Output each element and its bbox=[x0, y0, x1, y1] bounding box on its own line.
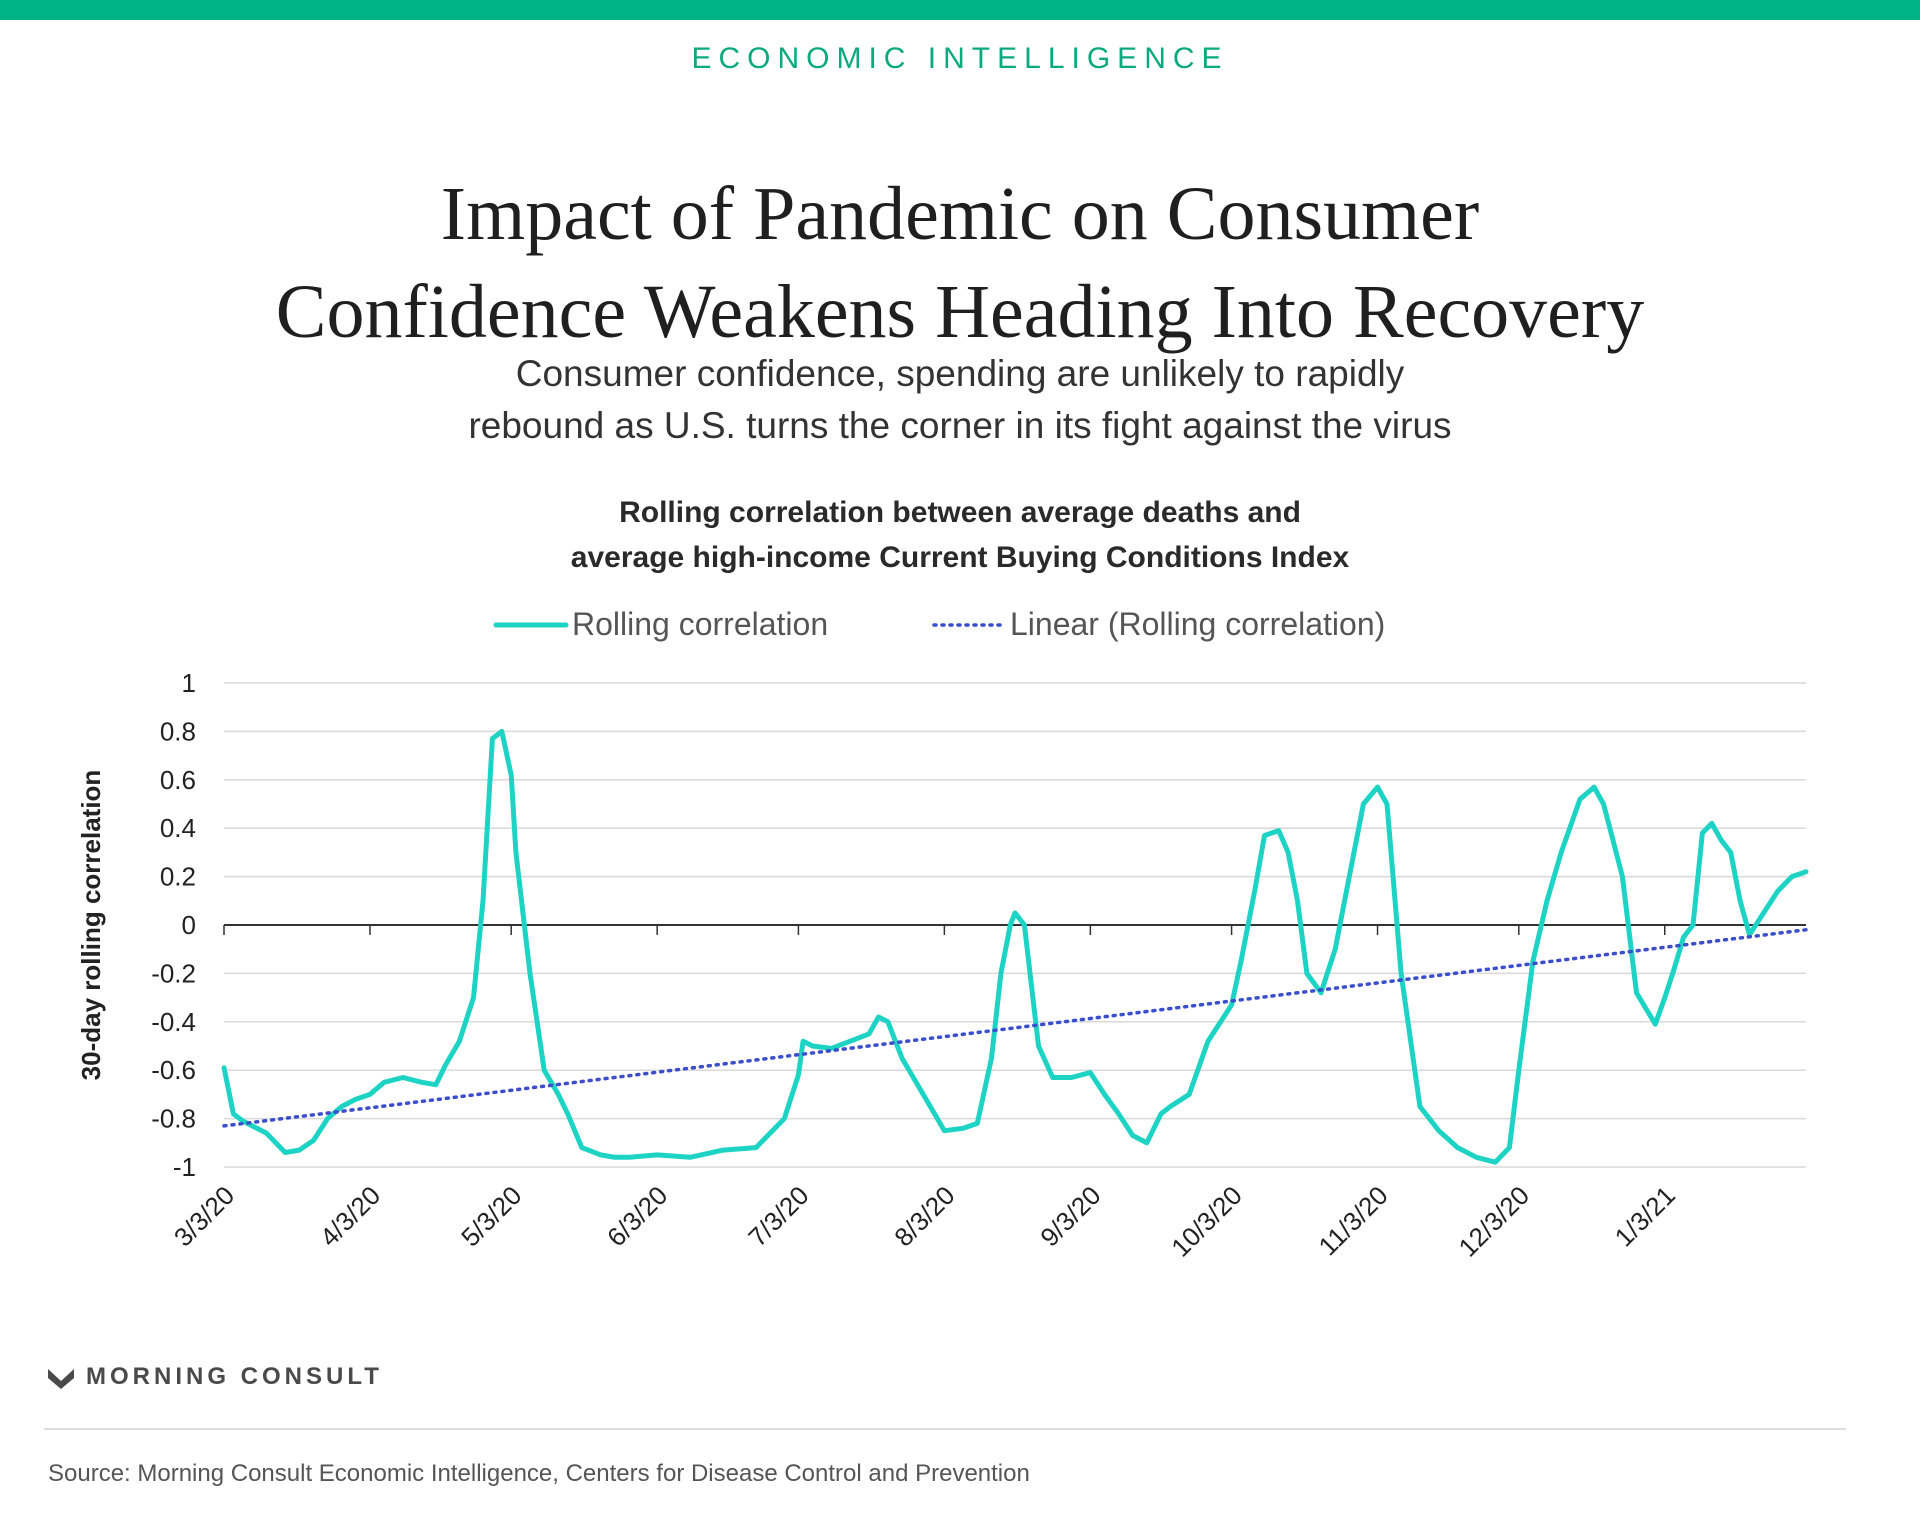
page-subtitle-line-2: rebound as U.S. turns the corner in its … bbox=[468, 405, 1452, 446]
y-axis-label: 30-day rolling correlation bbox=[76, 770, 106, 1081]
x-tick-label: 4/3/20 bbox=[314, 1180, 386, 1252]
y-tick-label: 0.2 bbox=[160, 862, 196, 892]
x-tick-label: 5/3/20 bbox=[455, 1180, 527, 1252]
line-chart: 1 0.8 0.6 0.4 0.2 0 -0.2 -0.4 -0.6 -0.8 -1 30-day r… bbox=[76, 606, 1809, 1263]
chart-title: Rolling correlation between average deat… bbox=[360, 490, 1560, 580]
y-tick-label: 0 bbox=[182, 910, 196, 940]
page-title: Impact of Pandemic on Consumer Confidenc… bbox=[160, 165, 1760, 361]
m-chevron-icon bbox=[48, 1369, 74, 1389]
page-title-line-1: Impact of Pandemic on Consumer bbox=[440, 172, 1480, 256]
legend-label: Linear (Rolling correlation) bbox=[1010, 606, 1385, 642]
y-tick-label: -0.4 bbox=[151, 1007, 196, 1037]
x-tick-label: 7/3/20 bbox=[742, 1180, 814, 1252]
x-tick-label: 10/3/20 bbox=[1165, 1180, 1248, 1263]
x-tick-label: 1/3/21 bbox=[1609, 1180, 1681, 1252]
footer-divider bbox=[44, 1428, 1846, 1430]
x-tick-label: 3/3/20 bbox=[168, 1180, 240, 1252]
y-tick-label: 1 bbox=[182, 668, 196, 698]
y-tick-label: 0.8 bbox=[160, 716, 196, 746]
chart-title-line-2: average high-income Current Buying Condi… bbox=[570, 541, 1350, 574]
x-tick-label: 9/3/20 bbox=[1034, 1180, 1106, 1252]
y-tick-label: -0.2 bbox=[151, 958, 196, 988]
y-tick-label: -0.8 bbox=[151, 1104, 196, 1134]
x-tick-label: 12/3/20 bbox=[1452, 1180, 1535, 1263]
x-tick-label: 8/3/20 bbox=[888, 1180, 960, 1252]
brand-heading: ECONOMIC INTELLIGENCE bbox=[691, 42, 1229, 75]
x-tick-label: 11/3/20 bbox=[1313, 1180, 1394, 1261]
chart-title-line-1: Rolling correlation between average deat… bbox=[619, 496, 1301, 529]
y-tick-label: 0.6 bbox=[160, 765, 196, 795]
source-note: Source: Morning Consult Economic Intelli… bbox=[48, 1460, 1030, 1487]
page-subtitle: Consumer confidence, spending are unlike… bbox=[260, 348, 1660, 452]
trend-line bbox=[222, 928, 1808, 1128]
y-tick-label: 0.4 bbox=[160, 813, 196, 843]
x-tick-label: 6/3/20 bbox=[601, 1180, 673, 1252]
legend-label: Rolling correlation bbox=[572, 606, 828, 642]
page-subtitle-line-1: Consumer confidence, spending are unlike… bbox=[515, 353, 1405, 394]
page-title-line-2: Confidence Weakens Heading Into Recovery bbox=[275, 270, 1645, 354]
logo-text: MORNING CONSULT bbox=[86, 1363, 383, 1390]
y-tick-label: -1 bbox=[173, 1152, 196, 1182]
y-tick-label: -0.6 bbox=[151, 1055, 196, 1085]
top-accent-bar bbox=[0, 0, 1920, 20]
series-line bbox=[221, 728, 1809, 1165]
